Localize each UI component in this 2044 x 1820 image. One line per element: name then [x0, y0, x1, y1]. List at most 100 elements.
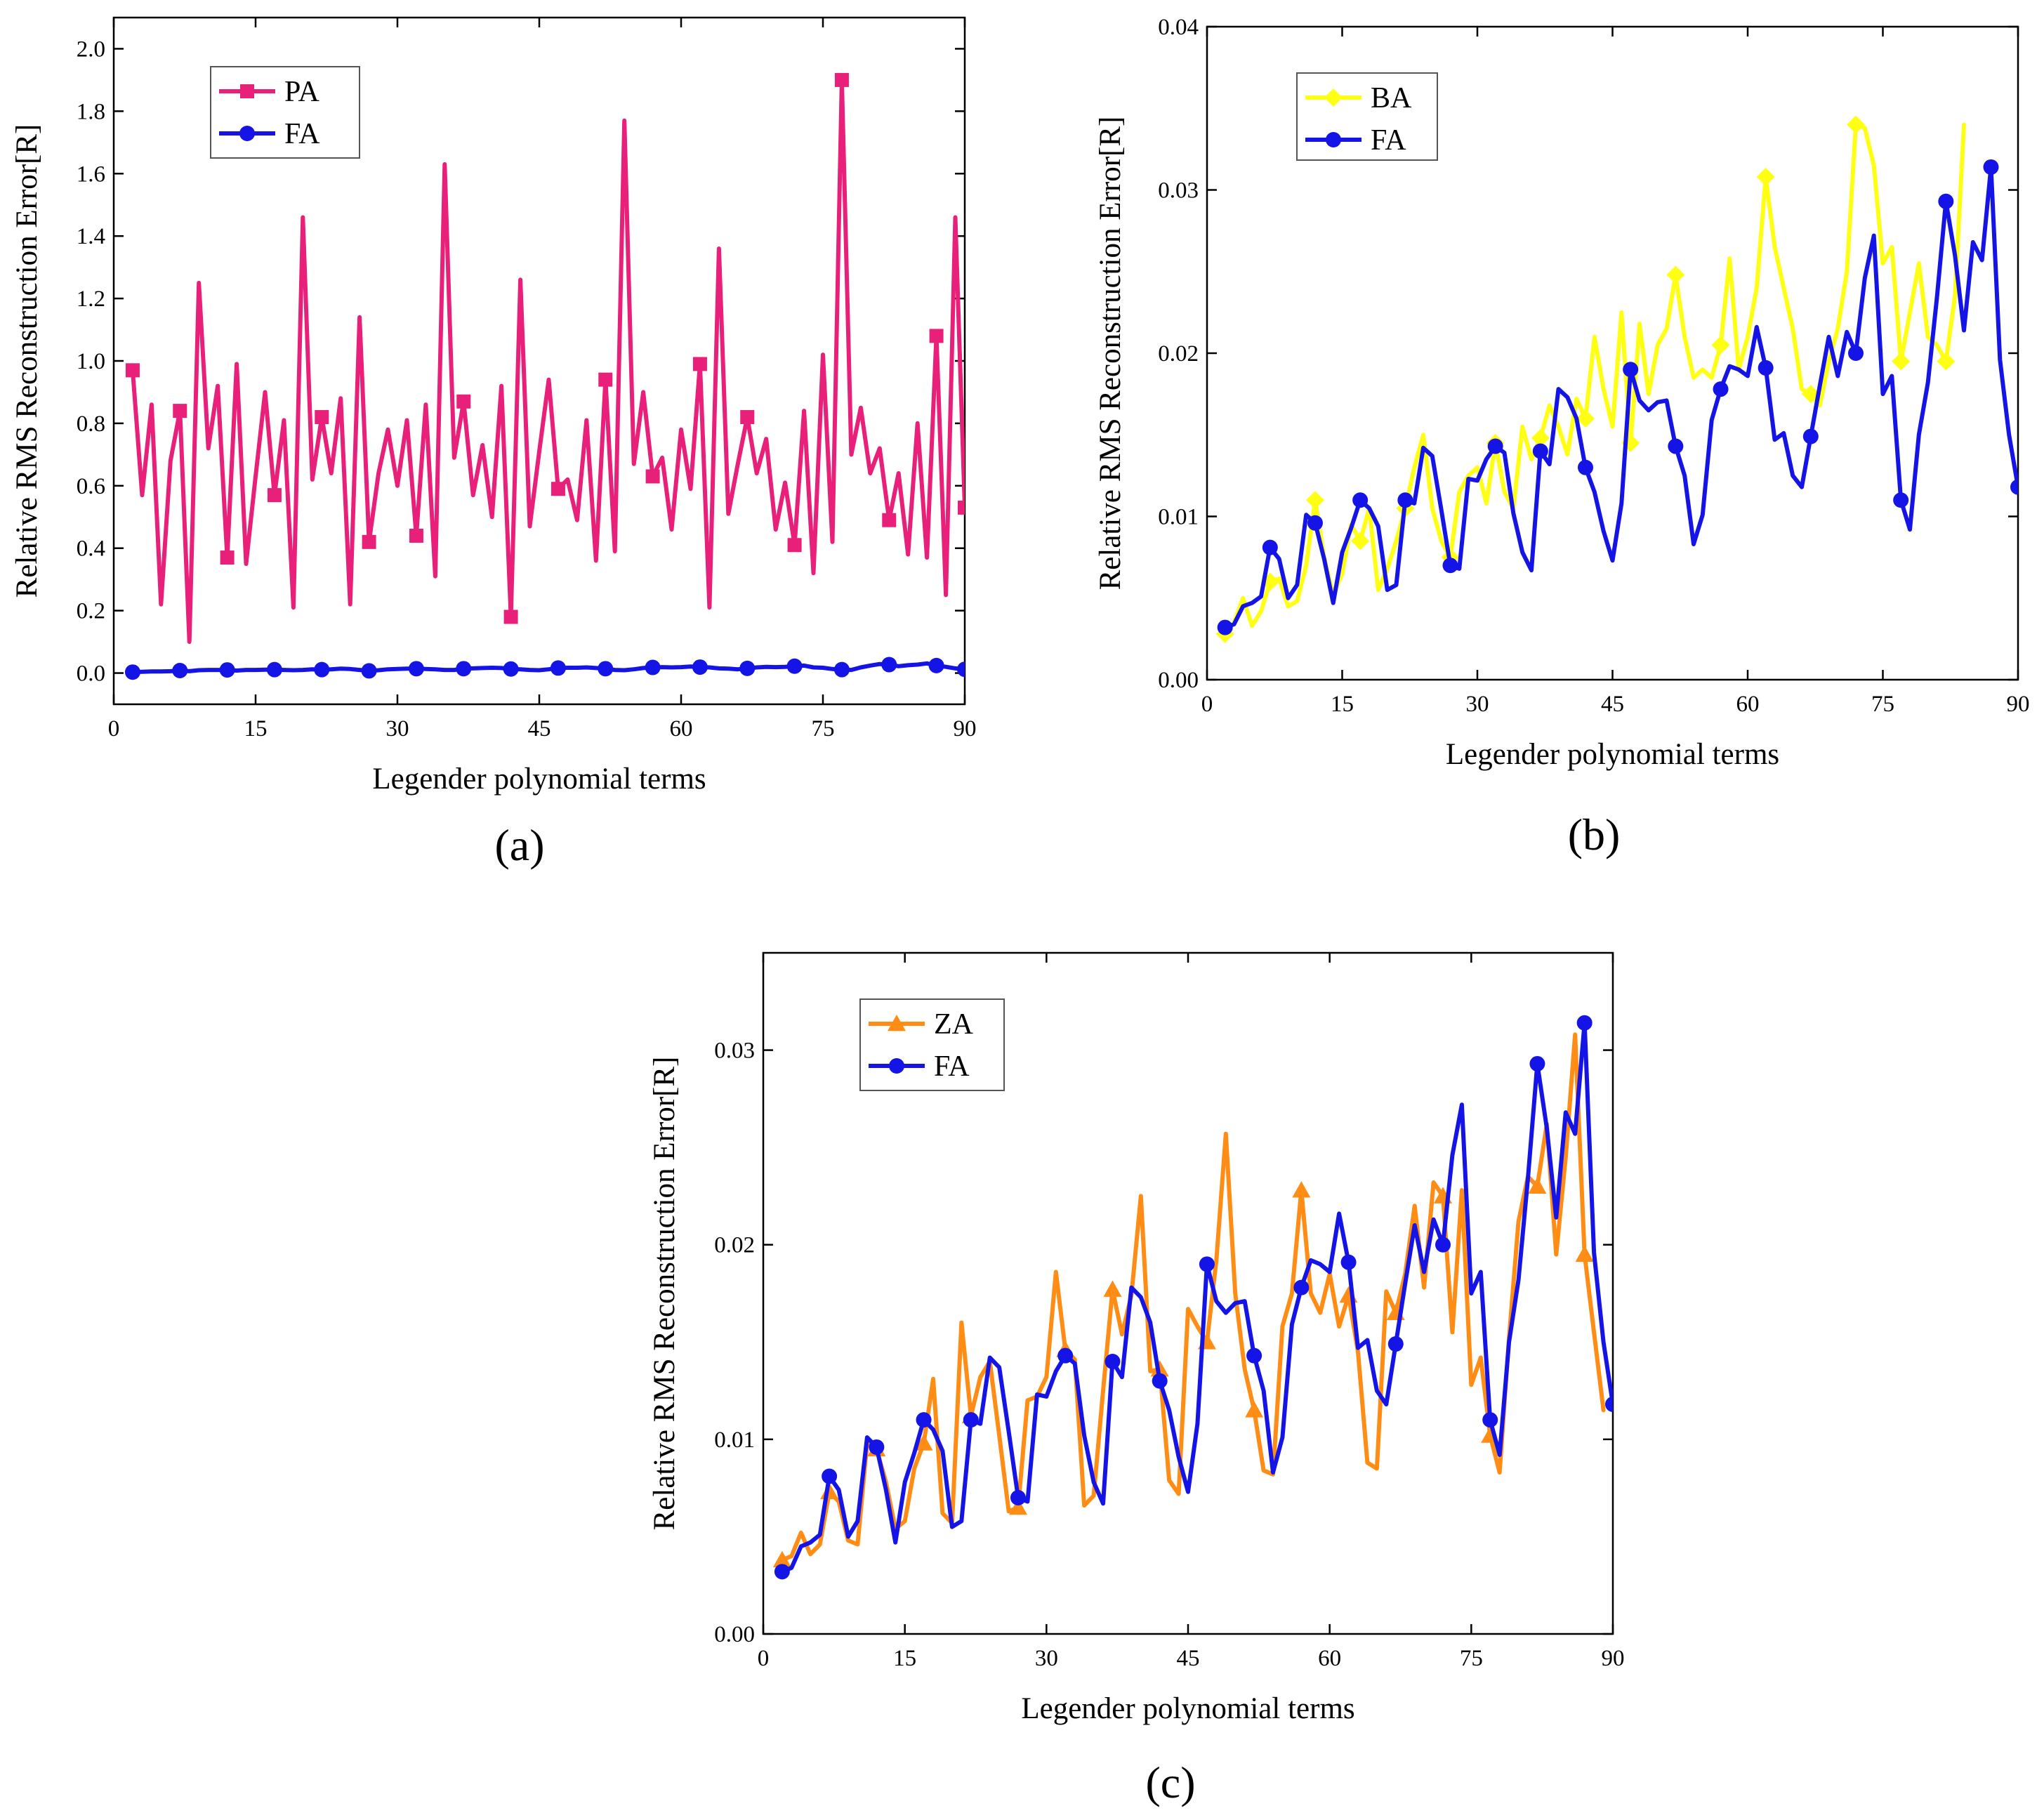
data-point-pa — [409, 528, 423, 543]
data-point-fa — [881, 657, 897, 673]
x-tick-label: 90 — [954, 716, 977, 741]
data-point-ba — [1306, 491, 1324, 510]
data-point-fa — [1983, 159, 1999, 175]
x-tick-label: 75 — [1460, 1646, 1483, 1671]
data-point-fa — [1576, 1015, 1593, 1031]
x-tick-label: 45 — [1177, 1646, 1200, 1671]
data-point-pa — [456, 394, 471, 409]
y-tick-label: 0.4 — [77, 536, 105, 562]
data-point-fa — [1848, 345, 1864, 361]
data-point-fa — [1802, 428, 1819, 444]
x-tick-label: 45 — [1601, 692, 1624, 717]
y-tick-label: 0.03 — [714, 1038, 755, 1064]
data-point-ba — [1711, 336, 1730, 355]
legend-box — [210, 66, 360, 159]
y-tick-label: 1.2 — [77, 286, 105, 312]
data-point-fa — [1387, 1336, 1404, 1352]
x-axis-label: Legender polynomial terms — [372, 763, 706, 796]
series-line-fa — [779, 1020, 1613, 1574]
legend-box — [1296, 72, 1438, 161]
data-point-fa — [786, 658, 803, 674]
x-tick-label: 75 — [812, 716, 835, 741]
panel-label: (a) — [494, 820, 544, 870]
y-tick-label: 0.6 — [77, 474, 105, 499]
legend-label-za: ZA — [934, 1008, 974, 1041]
data-point-fa — [1487, 438, 1503, 454]
data-point-za — [1009, 1498, 1027, 1515]
chart-panel-a: 0 15 30 45 60 75 90 0.0 0.2 0.4 0.6 0.8 1.0 1.2 1.4 1.6… — [11, 16, 977, 870]
data-point-ba — [1756, 167, 1775, 186]
data-point-pa — [834, 72, 849, 87]
data-point-ba — [1801, 385, 1820, 404]
data-point-pa — [929, 329, 944, 343]
data-point-pa — [958, 500, 965, 515]
y-tick-label: 0.01 — [714, 1427, 755, 1453]
data-point-ba — [1937, 352, 1956, 371]
legend-label-fa: FA — [1371, 124, 1406, 157]
data-point-pa — [692, 357, 707, 371]
data-point-fa — [1893, 492, 1909, 508]
data-point-za — [1528, 1177, 1547, 1194]
x-tick-label: 0 — [758, 1646, 770, 1671]
legend-box — [859, 998, 1005, 1091]
chart-panel-c: 0 15 30 45 60 75 90 0.00 0.01 0.02 0.03 Legender po… — [648, 951, 1625, 1807]
legend-label-pa: PA — [284, 76, 320, 108]
series-ba — [1215, 115, 1966, 643]
legend-marker-fa — [1326, 132, 1341, 147]
y-axis-label: Relative RMS Reconstruction Error[R] — [1094, 117, 1127, 591]
data-point-ba — [1576, 409, 1595, 428]
data-point-pa — [503, 609, 518, 624]
data-point-ba — [1666, 265, 1685, 284]
data-point-fa — [1152, 1373, 1168, 1389]
data-point-pa — [315, 410, 329, 425]
data-point-za — [1339, 1286, 1358, 1303]
panel-label: (b) — [1568, 810, 1621, 859]
y-tick-label: 0.2 — [77, 599, 105, 624]
data-point-fa — [1529, 1055, 1545, 1071]
legend-label-ba: BA — [1371, 82, 1412, 114]
data-point-fa — [1482, 1412, 1498, 1428]
data-point-fa — [1442, 558, 1458, 574]
x-tick-label: 30 — [386, 716, 409, 741]
data-point-fa — [1532, 443, 1548, 459]
data-point-fa — [172, 662, 188, 678]
x-tick-label: 45 — [528, 716, 551, 741]
data-point-fa — [266, 661, 282, 678]
data-point-fa — [1623, 362, 1639, 378]
data-point-pa — [598, 372, 613, 387]
x-tick-label: 30 — [1035, 1646, 1058, 1671]
x-tick-label: 0 — [1201, 692, 1213, 717]
data-point-fa — [219, 662, 235, 678]
data-point-fa — [1713, 381, 1729, 397]
x-tick-label: 0 — [108, 716, 120, 741]
x-tick-label: 90 — [1602, 1646, 1625, 1671]
data-point-fa — [963, 1412, 979, 1428]
data-point-za — [1292, 1181, 1311, 1198]
y-tick-label: 0.00 — [1158, 668, 1199, 693]
data-point-ba — [1892, 352, 1911, 371]
data-point-fa — [1105, 1354, 1121, 1369]
data-point-fa — [1435, 1237, 1451, 1253]
data-point-fa — [456, 661, 472, 677]
data-point-ba — [1351, 532, 1370, 550]
data-point-fa — [1057, 1347, 1074, 1364]
y-tick-label: 0.0 — [77, 661, 105, 687]
y-tick-label: 0.03 — [1158, 178, 1199, 204]
x-tick-label: 30 — [1466, 692, 1489, 717]
y-tick-label: 0.01 — [1158, 505, 1199, 530]
data-point-fa — [1397, 492, 1413, 508]
y-tick-label: 0.02 — [714, 1233, 755, 1258]
data-point-fa — [598, 661, 614, 677]
data-point-pa — [267, 488, 282, 503]
y-axis-label: Relative RMS Reconstruction Error[R] — [11, 124, 44, 598]
data-point-fa — [1578, 459, 1593, 475]
x-axis-label: Legender polynomial terms — [1446, 738, 1779, 771]
y-tick-label: 1.4 — [77, 224, 105, 249]
data-point-pa — [787, 538, 802, 553]
data-point-pa — [125, 363, 140, 378]
data-point-za — [772, 1550, 791, 1568]
series-fa — [1217, 159, 2018, 635]
series-line-pa — [130, 77, 965, 645]
data-point-pa — [740, 410, 755, 425]
